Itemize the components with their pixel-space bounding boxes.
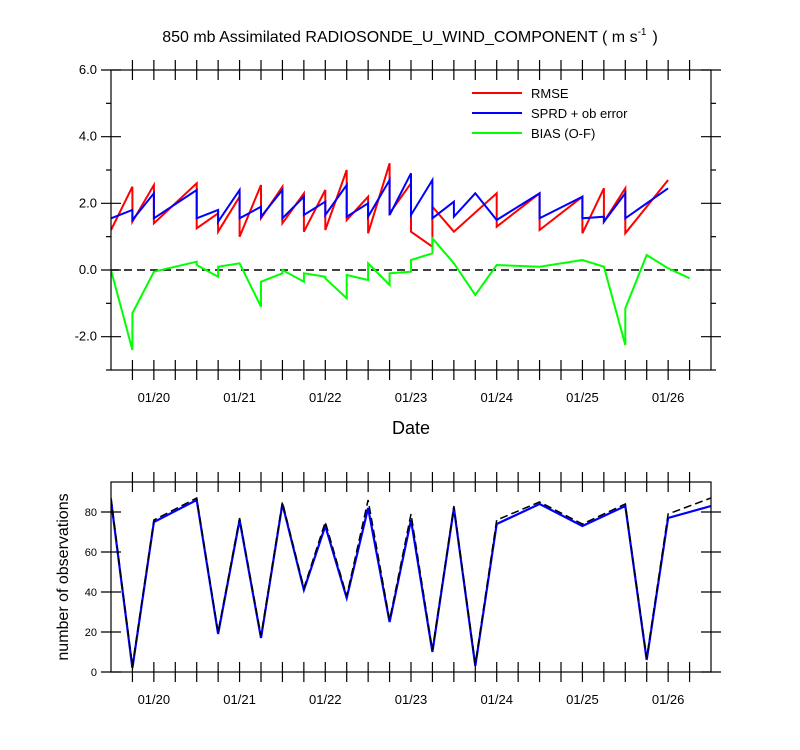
x-tick-label: 01/23: [395, 390, 428, 405]
x-tick-label: 01/22: [309, 692, 342, 707]
legend: RMSE SPRD + ob error BIAS (O-F): [472, 86, 628, 141]
x-tick-label: 01/24: [480, 692, 513, 707]
x-tick-label: 01/23: [395, 692, 428, 707]
y-tick-label: 40: [85, 587, 97, 599]
axis-ticks: [101, 472, 721, 682]
series-line-sprd-ob-error: [111, 172, 669, 225]
x-tick-label: 01/24: [480, 390, 513, 405]
series-line-total-observations: [111, 496, 711, 667]
observation-count-plot: 0 20 40 60 80 01/20 01/21 01/22 01/23 01/24 01/25…: [55, 472, 721, 707]
legend-label-bias: BIAS (O-F): [531, 126, 595, 141]
plot-series-group: [111, 496, 711, 669]
y-tick-label: 6.0: [79, 62, 97, 77]
x-tick-label: 01/21: [223, 390, 256, 405]
y-tick-label: 2.0: [79, 195, 97, 210]
chart-title-superscript: -1: [638, 27, 647, 38]
x-tick-label: 01/25: [566, 390, 599, 405]
legend-label-sprd: SPRD + ob error: [531, 106, 628, 121]
y-tick-label: 60: [85, 547, 97, 559]
chart-title: 850 mb Assimilated RADIOSONDE_U_WIND_COM…: [162, 27, 658, 46]
series-line-bias-o-f: [111, 235, 691, 351]
y-tick-label: 0.0: [79, 262, 97, 277]
legend-label-rmse: RMSE: [531, 86, 569, 101]
y-axis-tick-labels: 6.0 4.0 2.0 0.0 -2.0: [75, 62, 97, 344]
x-tick-label: 01/25: [566, 692, 599, 707]
x-tick-label: 01/20: [138, 390, 171, 405]
y-tick-label: 4.0: [79, 129, 97, 144]
chart-title-main: 850 mb Assimilated RADIOSONDE_U_WIND_COM…: [162, 29, 637, 46]
x-tick-label: 01/26: [652, 390, 685, 405]
y-tick-label: 0: [91, 667, 97, 679]
y-axis-tick-labels: 0 20 40 60 80: [85, 507, 97, 679]
x-tick-label: 01/26: [652, 692, 685, 707]
axis-ticks: [101, 60, 721, 380]
x-tick-label: 01/22: [309, 390, 342, 405]
y-tick-label: -2.0: [75, 329, 97, 344]
bias-rmse-plot: 6.04.02.00.0-2.0 01/20 01/21 01/22 01/23 01/…: [75, 60, 721, 438]
y-tick-label: 20: [85, 627, 97, 639]
plot-series-group: [111, 163, 691, 351]
y-axis-title: number of observations: [55, 493, 72, 660]
x-axis-tick-labels: 01/20 01/21 01/22 01/23 01/24 01/25 01/26: [138, 390, 685, 405]
y-tick-label: 80: [85, 507, 97, 519]
plot-frame: [110, 481, 712, 673]
x-tick-label: 01/21: [223, 692, 256, 707]
x-axis-tick-labels: 01/20 01/21 01/22 01/23 01/24 01/25 01/26: [138, 692, 685, 707]
x-tick-label: 01/20: [138, 692, 171, 707]
chart-title-close: ): [652, 29, 657, 46]
series-line-assimilated-observations: [111, 498, 711, 669]
x-axis-title: Date: [392, 418, 430, 438]
series-line-rmse: [111, 163, 669, 249]
